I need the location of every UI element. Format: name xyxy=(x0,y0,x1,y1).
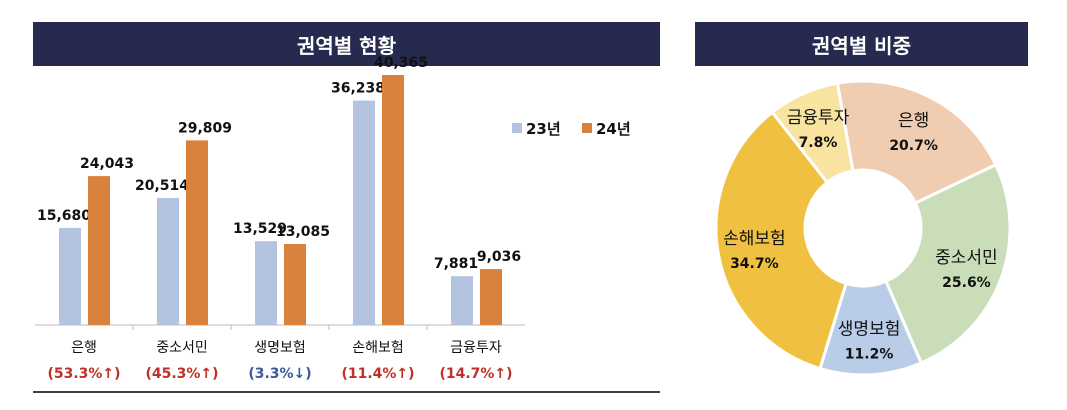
bar-23-3 xyxy=(353,100,375,325)
slice-label: 손해보험 xyxy=(723,229,786,249)
data-label: 7,881 xyxy=(434,256,478,272)
data-label: 13,529 xyxy=(233,221,287,237)
bar-23-1 xyxy=(157,197,179,325)
slice-label: 은행 xyxy=(898,111,929,131)
change-label: (3.3%↓) xyxy=(248,366,311,382)
donut-chart-title: 권역별 비중 xyxy=(695,22,1028,66)
legend-label: 24년 xyxy=(596,120,631,138)
slice-value: 34.7% xyxy=(730,256,779,272)
change-label: (53.3%↑) xyxy=(47,366,120,382)
data-label: 15,680 xyxy=(37,208,91,224)
bar-chart-title: 권역별 현황 xyxy=(33,22,660,66)
data-label: 9,036 xyxy=(477,249,521,265)
donut-slice-0 xyxy=(835,79,998,206)
category-label: 손해보험 xyxy=(352,340,404,356)
legend-swatch xyxy=(582,123,592,133)
slice-value: 20.7% xyxy=(889,138,938,154)
bar-23-0 xyxy=(59,227,81,325)
slice-label: 금융투자 xyxy=(787,108,850,128)
category-label: 금융투자 xyxy=(450,340,502,356)
data-label: 29,809 xyxy=(178,120,232,136)
bar-24-1 xyxy=(186,140,208,325)
legend-swatch xyxy=(512,123,522,133)
bar-24-3 xyxy=(382,75,404,325)
data-label: 24,043 xyxy=(80,156,134,172)
bar-23-4 xyxy=(451,276,473,325)
category-label: 중소서민 xyxy=(156,340,208,356)
bar-24-0 xyxy=(88,176,110,325)
change-label: (11.4%↑) xyxy=(341,366,414,382)
donut-slice-1 xyxy=(883,162,1012,365)
category-label: 생명보험 xyxy=(254,340,306,356)
change-label: (45.3%↑) xyxy=(145,366,218,382)
bar-23-2 xyxy=(255,241,277,325)
legend-label: 23년 xyxy=(526,120,561,138)
data-label: 20,514 xyxy=(135,178,189,194)
category-label: 은행 xyxy=(71,340,97,356)
data-label: 13,085 xyxy=(276,224,330,240)
slice-value: 7.8% xyxy=(799,135,838,151)
donut-slice-3 xyxy=(714,110,848,371)
slice-label: 중소서민 xyxy=(935,248,998,268)
bar-24-2 xyxy=(284,243,306,325)
slice-label: 생명보험 xyxy=(838,319,901,339)
change-label: (14.7%↑) xyxy=(439,366,512,382)
donut-slice-4 xyxy=(770,81,855,185)
slice-value: 25.6% xyxy=(942,275,991,291)
data-label: 40,365 xyxy=(374,55,428,71)
slice-value: 11.2% xyxy=(845,346,894,362)
bar-24-4 xyxy=(480,269,502,325)
data-label: 36,238 xyxy=(331,81,385,97)
